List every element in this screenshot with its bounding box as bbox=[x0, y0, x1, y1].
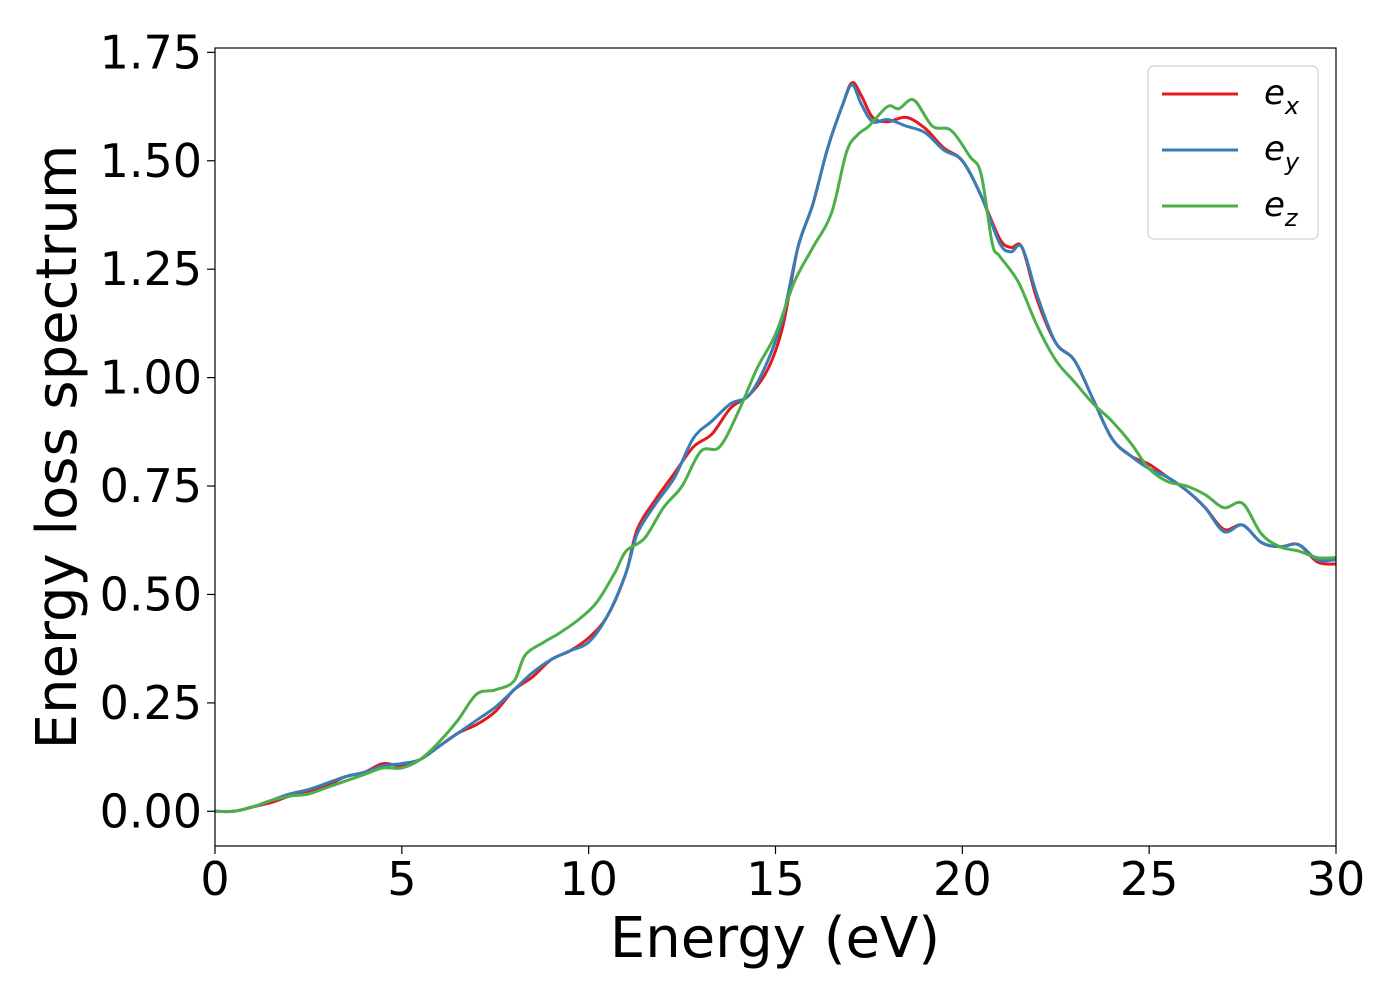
legend-box bbox=[1147, 65, 1319, 240]
y-tick-label: 0.00 bbox=[100, 784, 202, 838]
legend-label-ex: ex bbox=[1264, 73, 1300, 120]
legend-label-main: e bbox=[1264, 73, 1285, 113]
x-tick-label: 15 bbox=[746, 852, 805, 906]
y-tick-label: 1.75 bbox=[100, 25, 202, 79]
y-tick-label: 1.50 bbox=[100, 134, 202, 188]
legend-label-ey: ey bbox=[1264, 129, 1300, 176]
y-tick-label: 1.00 bbox=[100, 351, 202, 405]
legend-label-subscript: z bbox=[1284, 204, 1299, 232]
x-axis: 0 5 10 15 20 25 30 bbox=[200, 846, 1365, 906]
y-axis: 0.00 0.25 0.50 0.75 1.00 1.25 1.50 1.75 bbox=[100, 25, 215, 838]
legend-label-ez: ez bbox=[1264, 185, 1299, 232]
y-tick-label: 0.25 bbox=[100, 676, 202, 730]
y-tick-label: 0.50 bbox=[100, 567, 202, 621]
x-tick-label: 5 bbox=[387, 852, 416, 906]
x-tick-label: 0 bbox=[200, 852, 229, 906]
series-group bbox=[215, 81, 1336, 814]
x-tick-label: 30 bbox=[1307, 852, 1366, 906]
legend-label-main: e bbox=[1264, 185, 1285, 225]
legend-label-subscript: y bbox=[1284, 148, 1300, 176]
series-line-ez bbox=[215, 98, 1336, 814]
x-axis-label: Energy (eV) bbox=[610, 906, 940, 971]
legend-label-main: e bbox=[1264, 129, 1285, 169]
y-axis-label: Energy loss spectrum bbox=[25, 145, 90, 750]
x-tick-label: 20 bbox=[933, 852, 992, 906]
x-tick-label: 25 bbox=[1120, 852, 1179, 906]
x-tick-label: 10 bbox=[559, 852, 618, 906]
legend-label-subscript: x bbox=[1284, 92, 1300, 120]
y-tick-label: 1.25 bbox=[100, 242, 202, 296]
y-tick-label: 0.75 bbox=[100, 459, 202, 513]
